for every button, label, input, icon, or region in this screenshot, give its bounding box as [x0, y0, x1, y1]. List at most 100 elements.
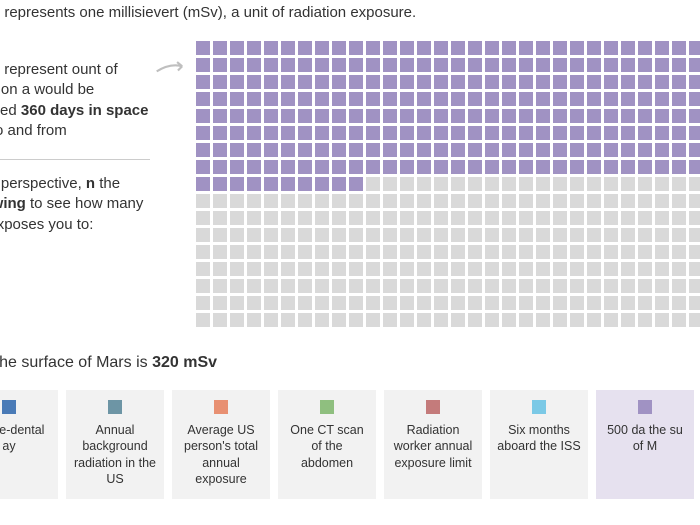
grid-cell — [195, 176, 211, 192]
grid-cell — [314, 295, 330, 311]
grid-cell — [433, 159, 449, 175]
grid-cell — [212, 108, 228, 124]
grid-cell — [331, 295, 347, 311]
grid-cell — [365, 193, 381, 209]
grid-cell — [348, 57, 364, 73]
grid-cell — [212, 312, 228, 328]
grid-cell — [501, 125, 517, 141]
grid-cell — [382, 261, 398, 277]
grid-cell — [569, 278, 585, 294]
legend-item[interactable]: Average US person's total annual exposur… — [172, 390, 270, 499]
grid-cell — [433, 312, 449, 328]
grid-cell — [654, 91, 670, 107]
grid-cell — [212, 40, 228, 56]
grid-cell — [518, 210, 534, 226]
grid-cell — [484, 295, 500, 311]
grid-cell — [603, 74, 619, 90]
grid-cell — [586, 210, 602, 226]
grid-cell — [416, 312, 432, 328]
grid-cell — [569, 57, 585, 73]
grid-cell — [603, 227, 619, 243]
grid-cell — [671, 193, 687, 209]
grid-cell — [263, 312, 279, 328]
legend-item[interactable]: 500 da the su of M — [596, 390, 694, 499]
grid-cell — [314, 312, 330, 328]
grid-cell — [501, 244, 517, 260]
legend-item[interactable]: Annual background radiation in the US — [66, 390, 164, 499]
grid-cell — [399, 278, 415, 294]
grid-cell — [450, 261, 466, 277]
grid-cell — [331, 125, 347, 141]
grid-cell — [654, 125, 670, 141]
grid-cell — [297, 227, 313, 243]
grid-cell — [348, 91, 364, 107]
grid-cell — [637, 40, 653, 56]
grid-cell — [246, 108, 262, 124]
grid-cell — [654, 159, 670, 175]
grid-cell — [620, 278, 636, 294]
grid-cell — [229, 210, 245, 226]
grid-cell — [246, 176, 262, 192]
grid-cell — [484, 159, 500, 175]
grid-cell — [688, 261, 700, 277]
grid-cell — [280, 176, 296, 192]
grid-cell — [671, 312, 687, 328]
grid-cell — [467, 210, 483, 226]
grid-cell — [535, 227, 551, 243]
grid-cell — [314, 227, 330, 243]
grid-cell — [195, 227, 211, 243]
legend-row[interactable]: whole-dental ayAnnual background radiati… — [0, 390, 694, 499]
grid-cell — [399, 108, 415, 124]
grid-cell — [552, 193, 568, 209]
grid-cell — [654, 312, 670, 328]
grid-cell — [212, 244, 228, 260]
grid-cell — [501, 57, 517, 73]
grid-cell — [212, 193, 228, 209]
grid-cell — [569, 210, 585, 226]
grid-cell — [484, 176, 500, 192]
grid-cell — [671, 261, 687, 277]
grid-cell — [314, 91, 330, 107]
grid-cell — [518, 261, 534, 277]
grid-cell — [246, 74, 262, 90]
grid-cell — [229, 108, 245, 124]
grid-cell — [637, 74, 653, 90]
grid-cell — [416, 125, 432, 141]
status-value: 320 mSv — [152, 354, 217, 371]
grid-cell — [433, 227, 449, 243]
grid-cell — [246, 244, 262, 260]
legend-item[interactable]: Six months aboard the ISS — [490, 390, 588, 499]
legend-item[interactable]: whole-dental ay — [0, 390, 58, 499]
grid-cell — [535, 210, 551, 226]
grid-cell — [671, 57, 687, 73]
grid-cell — [484, 57, 500, 73]
grid-cell — [450, 108, 466, 124]
grid-cell — [637, 57, 653, 73]
grid-cell — [586, 244, 602, 260]
grid-cell — [399, 210, 415, 226]
legend-swatch — [2, 400, 16, 414]
grid-cell — [229, 176, 245, 192]
grid-cell — [280, 142, 296, 158]
grid-cell — [246, 278, 262, 294]
grid-cell — [416, 176, 432, 192]
grid-cell — [620, 40, 636, 56]
grid-cell — [620, 159, 636, 175]
legend-swatch — [214, 400, 228, 414]
grid-cell — [382, 278, 398, 294]
grid-cell — [603, 278, 619, 294]
grid-cell — [688, 159, 700, 175]
grid-cell — [637, 227, 653, 243]
grid-cell — [671, 295, 687, 311]
grid-cell — [501, 40, 517, 56]
legend-item[interactable]: One CT scan of the abdomen — [278, 390, 376, 499]
grid-cell — [263, 57, 279, 73]
grid-cell — [654, 210, 670, 226]
legend-item[interactable]: Radiation worker annual exposure limit — [384, 390, 482, 499]
grid-cell — [518, 40, 534, 56]
grid-cell — [501, 159, 517, 175]
grid-cell — [433, 295, 449, 311]
grid-cell — [297, 312, 313, 328]
grid-cell — [280, 227, 296, 243]
legend-label: Radiation worker annual exposure limit — [390, 422, 476, 471]
